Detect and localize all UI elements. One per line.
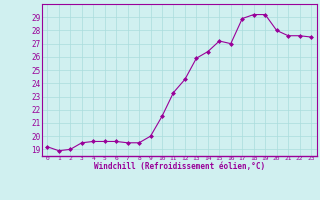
X-axis label: Windchill (Refroidissement éolien,°C): Windchill (Refroidissement éolien,°C) bbox=[94, 162, 265, 171]
